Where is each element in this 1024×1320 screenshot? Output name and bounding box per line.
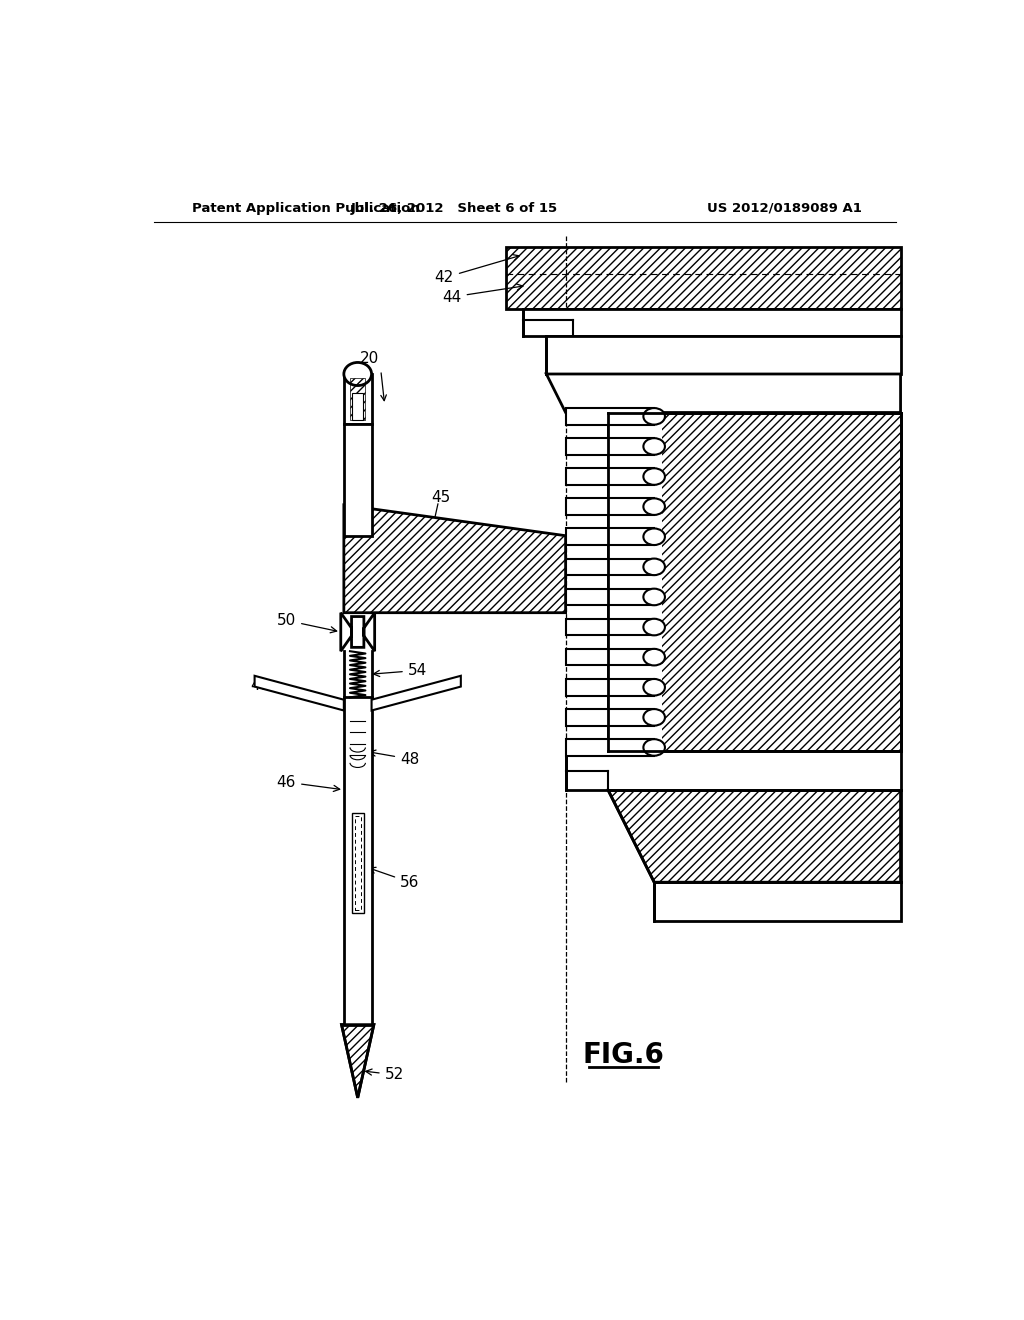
Bar <box>351 813 364 913</box>
Polygon shape <box>565 438 654 454</box>
Ellipse shape <box>344 363 372 385</box>
Ellipse shape <box>643 678 665 696</box>
Polygon shape <box>565 408 654 425</box>
Ellipse shape <box>643 709 665 726</box>
Polygon shape <box>342 1024 374 1098</box>
Polygon shape <box>547 374 900 412</box>
Text: Jul. 26, 2012   Sheet 6 of 15: Jul. 26, 2012 Sheet 6 of 15 <box>350 202 557 215</box>
Polygon shape <box>565 709 654 726</box>
Text: 40: 40 <box>250 678 269 693</box>
Bar <box>352 393 364 420</box>
Text: 45: 45 <box>431 490 451 504</box>
Polygon shape <box>344 374 372 424</box>
Text: US 2012/0189089 A1: US 2012/0189089 A1 <box>708 202 862 215</box>
Polygon shape <box>608 412 662 751</box>
Text: 48: 48 <box>370 750 419 767</box>
Text: 42: 42 <box>435 255 519 285</box>
Ellipse shape <box>643 499 665 515</box>
Ellipse shape <box>643 649 665 665</box>
Ellipse shape <box>643 589 665 606</box>
Ellipse shape <box>643 438 665 454</box>
Text: 44: 44 <box>442 284 523 305</box>
Text: Patent Application Publication: Patent Application Publication <box>193 202 420 215</box>
Polygon shape <box>523 309 900 335</box>
Polygon shape <box>255 676 344 710</box>
Polygon shape <box>547 335 900 374</box>
Polygon shape <box>565 751 900 789</box>
Polygon shape <box>565 649 654 665</box>
Polygon shape <box>565 469 654 484</box>
Polygon shape <box>344 697 372 1024</box>
Polygon shape <box>608 412 900 751</box>
Polygon shape <box>565 678 654 696</box>
Polygon shape <box>565 528 654 545</box>
Polygon shape <box>565 558 654 576</box>
Ellipse shape <box>643 619 665 635</box>
Ellipse shape <box>643 469 665 484</box>
Ellipse shape <box>643 739 665 756</box>
Text: 56: 56 <box>370 867 420 890</box>
Text: 20: 20 <box>359 351 379 366</box>
Text: 50: 50 <box>276 612 337 632</box>
Ellipse shape <box>643 528 665 545</box>
Polygon shape <box>344 424 372 536</box>
Ellipse shape <box>643 558 665 576</box>
Polygon shape <box>372 676 461 710</box>
Polygon shape <box>565 739 654 756</box>
Polygon shape <box>654 882 900 921</box>
Polygon shape <box>565 619 654 635</box>
Polygon shape <box>565 589 654 606</box>
Text: 54: 54 <box>374 663 427 678</box>
Text: FIG.6: FIG.6 <box>583 1041 665 1069</box>
Polygon shape <box>506 247 900 309</box>
Text: 52: 52 <box>366 1067 403 1082</box>
Polygon shape <box>341 612 375 651</box>
Polygon shape <box>565 499 654 515</box>
Ellipse shape <box>643 408 665 425</box>
Polygon shape <box>608 789 900 882</box>
Text: 46: 46 <box>276 775 340 792</box>
Polygon shape <box>344 506 565 612</box>
